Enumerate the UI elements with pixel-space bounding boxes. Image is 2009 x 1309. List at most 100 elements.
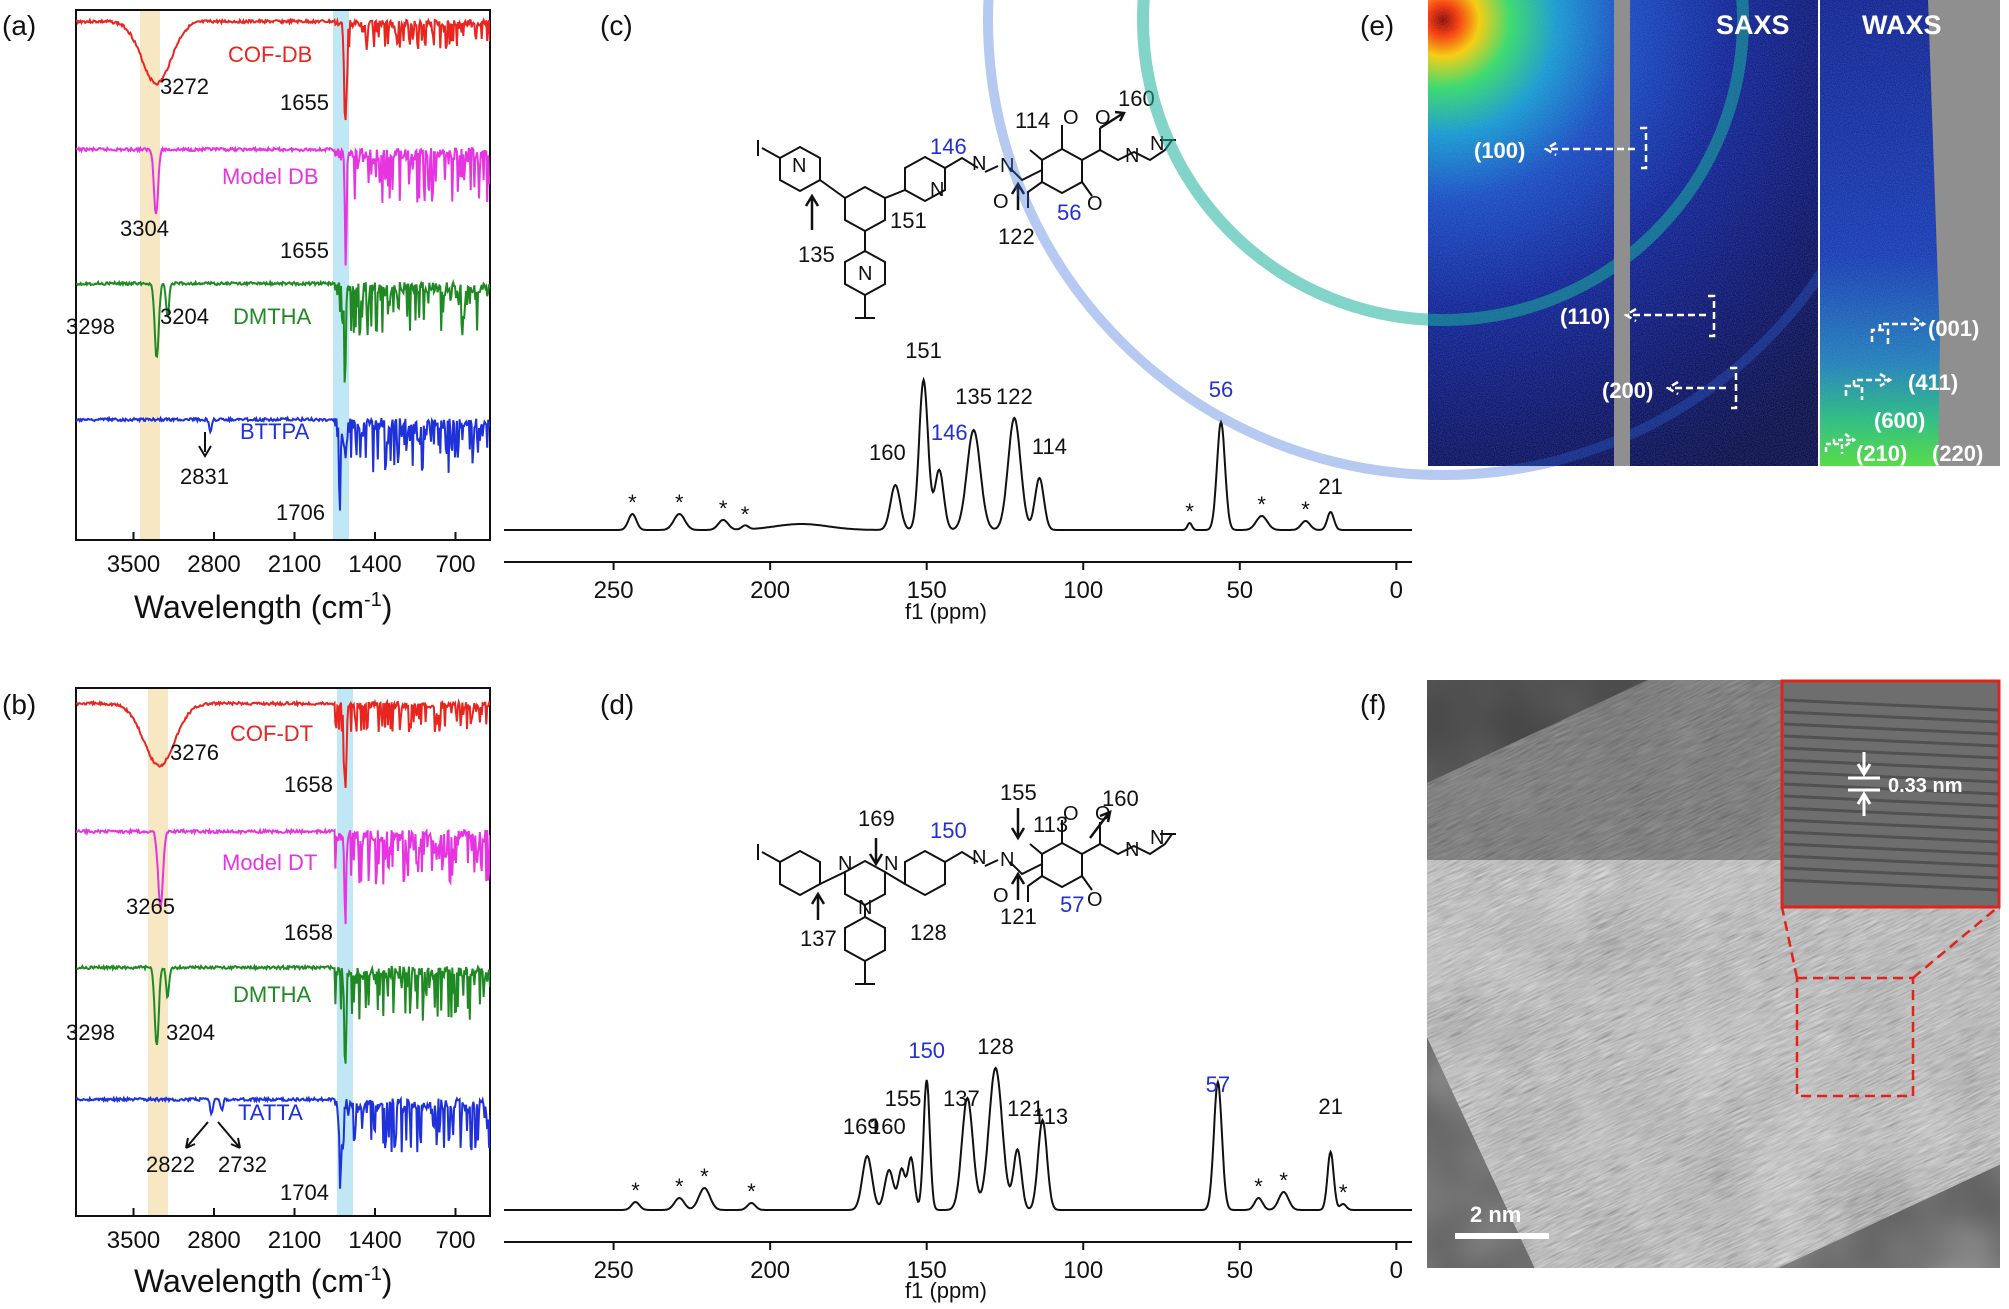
ftir-a-peak-1655a: 1655 xyxy=(280,90,329,115)
nmr-peak-label: 56 xyxy=(1209,377,1233,402)
ftir-a-ticks: 3500 2800 2100 1400 700 xyxy=(107,532,476,578)
nmr-sideband-marker: * xyxy=(628,490,637,515)
structure-c-label-146: 146 xyxy=(930,134,967,159)
nmr-sideband-marker: * xyxy=(631,1178,640,1203)
nmr-sideband-marker: * xyxy=(719,496,728,521)
nmr-peak-label: 160 xyxy=(869,440,906,465)
ftir-xtick-label: 1400 xyxy=(348,551,401,578)
ftir-b-frame xyxy=(75,687,491,1217)
nmr-xtick-label: 250 xyxy=(594,577,634,604)
structure-d-atom-o1: O xyxy=(993,885,1009,907)
structure-d-dimethoxy-ring xyxy=(1041,841,1083,889)
structure-d-label-128: 128 xyxy=(910,920,947,945)
panel-label-b: (b) xyxy=(2,689,36,720)
ftir-a-series-label-0: COF-DB xyxy=(228,42,312,67)
ftir-b-peak-2732: 2732 xyxy=(218,1152,267,1177)
nmr-peak-label: 114 xyxy=(1032,434,1067,459)
ftir-trace-model-db xyxy=(76,145,490,266)
tem-inset-fringes xyxy=(1783,698,1999,892)
ftir-trace-dmtha xyxy=(76,278,490,383)
ftir-a-series-label-3: BTTPA xyxy=(240,419,310,444)
panel-label-c: (c) xyxy=(600,10,633,41)
ftir-a-traces xyxy=(76,17,490,511)
nmr-sideband-marker: * xyxy=(1254,1174,1263,1199)
ftir-trace-cof-db xyxy=(76,17,490,121)
panel-f-hrtem: (f) xyxy=(1360,679,2001,1268)
nmr-sideband-marker: * xyxy=(1339,1180,1348,1205)
structure-c-atom-n6: N xyxy=(1125,145,1139,167)
nmr-xtick-label: 0 xyxy=(1390,577,1403,604)
tem-zoom-lines xyxy=(1780,906,1999,979)
ftir-xtick-label: 700 xyxy=(435,551,475,578)
reflection-411: (411) xyxy=(1908,370,1958,395)
structure-d-label-155: 155 xyxy=(1000,780,1037,805)
nmr-xtick-label: 50 xyxy=(1226,577,1253,604)
ftir-a-bands xyxy=(140,10,349,540)
nmr-xtick-label: 200 xyxy=(750,1257,790,1284)
panel-b-ftir: (b) 3500 2800 2100 1400 700 COF-DT Model DT … xyxy=(2,687,491,1299)
ftir-a-peak-3298: 3298 xyxy=(66,314,115,339)
nmr-peak-label: 113 xyxy=(1033,1104,1068,1129)
reflection-001: (001) xyxy=(1928,316,1979,341)
structure-c-dimethoxy-ring xyxy=(1041,147,1083,195)
structure-d-atom-o2: O xyxy=(1063,803,1079,825)
structure-c-atom-o4: O xyxy=(1087,193,1103,215)
marker-210 xyxy=(1824,432,1857,454)
marker-110 xyxy=(1623,294,1716,338)
structure-c-bonds xyxy=(757,140,1043,319)
ftir-b-peak-3276: 3276 xyxy=(170,740,219,765)
nmr-sideband-marker: * xyxy=(1279,1168,1288,1193)
nmr-xtick-label: 250 xyxy=(594,1257,634,1284)
marker-001 xyxy=(1870,316,1927,346)
saxs-ring-100 xyxy=(1137,0,1749,326)
ftir-xtick-label: 2100 xyxy=(268,1227,321,1254)
saxs-title: SAXS xyxy=(1716,10,1790,40)
nmr-xtick-label: 200 xyxy=(750,577,790,604)
nmr-d-ticks: 250 200 150 100 50 0 xyxy=(594,1242,1403,1284)
nmr-peak-label: 137 xyxy=(943,1086,980,1111)
ftir-trace-cof-dt xyxy=(76,698,490,788)
structure-c-benzene-center xyxy=(844,185,886,233)
structure-d-label-169: 169 xyxy=(858,806,895,831)
ftir-a-peak-3304: 3304 xyxy=(120,216,169,241)
nmr-xtick-label: 150 xyxy=(907,577,947,604)
ftir-b-series-label-0: COF-DT xyxy=(230,721,313,746)
waxs-shadow xyxy=(1928,0,2000,466)
panel-c-nmr: (c) N N N O O O O N N N N 146 114 160 56… xyxy=(504,10,1412,624)
structure-d-phenyl-left xyxy=(779,849,821,897)
nmr-c-peak-labels: 160 151 146 135 122 114 56 21 * * * * * * * xyxy=(628,338,1343,527)
tem-spacing-marker xyxy=(1848,752,1880,816)
nmr-d-xlabel: f1 (ppm) xyxy=(905,1278,987,1303)
nmr-sideband-marker: * xyxy=(741,502,750,527)
nmr-xtick-label: 100 xyxy=(1063,577,1103,604)
structure-c-atom-n5: N xyxy=(1000,155,1014,177)
saxs-reflection-markers xyxy=(1543,126,1927,454)
ftir-a-frame xyxy=(75,9,491,541)
ftir-b-peak-3298: 3298 xyxy=(66,1020,115,1045)
ftir-xtick-label: 2100 xyxy=(268,551,321,578)
reflection-600: (600) xyxy=(1874,408,1925,433)
nmr-peak-label: 151 xyxy=(905,338,942,363)
structure-d-atom-n1: N xyxy=(838,853,852,875)
reflection-220: (220) xyxy=(1932,441,1983,466)
structure-d-arrow-155 xyxy=(1010,808,1026,841)
structure-c-arrow-122 xyxy=(1010,181,1026,210)
ftir-a-peak-3204: 3204 xyxy=(160,304,209,329)
nmr-xtick-label: 0 xyxy=(1390,1257,1403,1284)
panel-a-ftir: (a) 3500 2800 2100 1400 700 COF-DB Model DB … xyxy=(2,9,491,625)
ftir-b-series-label-2: DMTHA xyxy=(233,982,312,1007)
structure-c-label-114: 114 xyxy=(1015,108,1050,133)
tem-scale-label: 2 nm xyxy=(1470,1202,1521,1227)
nmr-xtick-label: 150 xyxy=(907,1257,947,1284)
structure-d-label-121: 121 xyxy=(1000,904,1037,929)
ftir-a-series-label-1: Model DB xyxy=(222,164,319,189)
nmr-sideband-marker: * xyxy=(1301,497,1310,522)
structure-d-bonds xyxy=(757,844,1043,985)
nmr-c-ticks: 250 200 150 100 50 0 xyxy=(594,562,1403,604)
structure-d-label-160: 160 xyxy=(1102,786,1139,811)
nmr-sideband-marker: * xyxy=(1185,499,1194,524)
ftir-b-traces xyxy=(76,698,490,1189)
ftir-xtick-label: 2800 xyxy=(187,1227,240,1254)
